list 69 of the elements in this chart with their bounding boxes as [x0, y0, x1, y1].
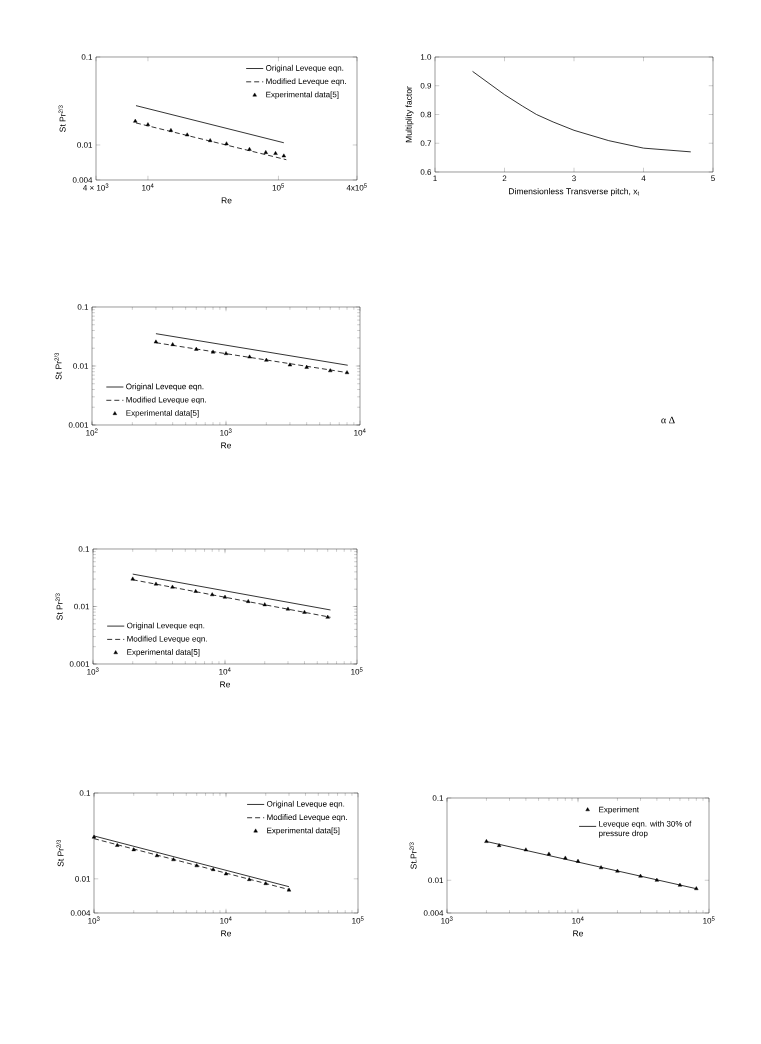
x-axis-title: Re: [573, 930, 584, 937]
x-tick-label: 10$^{3}$: [441, 916, 453, 924]
y-tick-label: 0.6: [420, 169, 432, 175]
x-tick-label: 4: [641, 175, 646, 182]
y-axis-title: Multiplity factor: [405, 86, 414, 143]
y-tick-label: 0.01: [74, 603, 90, 610]
legend-label: Experimental data[5]: [267, 827, 340, 835]
y-axis-title: St Pr$^{2/3}$: [55, 593, 63, 620]
y-axis-title: St Pr$^{2/3}$: [56, 839, 64, 867]
x-tick-label: 10$^{5}$: [352, 916, 364, 924]
x-tick-label: 3: [572, 175, 576, 182]
y-axis-title: St Pr$^{2/3}$: [58, 105, 66, 132]
x-tick-label: 10$^{4}$: [354, 428, 366, 436]
x-tick-label: 10$^{3}$: [220, 428, 232, 436]
x-axis-title: Re: [220, 681, 231, 688]
line-series: [472, 70, 692, 153]
y-tick-label: 0.9: [420, 82, 432, 89]
y-tick-label: 0.7: [420, 140, 432, 147]
legend-label: Modified Leveque eqn.: [266, 78, 346, 86]
y-tick-label: 0.1: [77, 304, 89, 310]
x-tick-label: 10$^{2}$: [86, 428, 98, 436]
legend-label: Experiment: [599, 806, 639, 814]
y-tick-label: 0.001: [69, 661, 90, 667]
x-tick-label: 10$^{4}$: [572, 916, 584, 924]
legend-label: Experimental data[5]: [266, 91, 339, 99]
x-axis-title: Re: [221, 930, 232, 937]
y-tick-label: 0.8: [420, 111, 432, 118]
legend-label: Experimental data[5]: [126, 409, 199, 418]
legend-label: Leveque eqn. with 30% of pressure drop: [599, 820, 692, 838]
y-tick-label: 0.01: [428, 877, 444, 884]
y-tick-label: 0.004: [72, 177, 93, 183]
legend-label: Original Leveque eqn.: [266, 800, 345, 809]
legend-label: Experimental data[5]: [127, 649, 200, 657]
x-tick-label: 10$^{5}$: [272, 183, 285, 191]
x-tick-label: 1: [433, 175, 437, 182]
y-tick-label: 0.1: [81, 54, 93, 60]
y-tick-label: 1.0: [420, 54, 432, 60]
legend-label: Modified Leveque eqn.: [126, 396, 206, 405]
y-tick-label: 0.1: [79, 790, 91, 796]
x-tick-label: 5: [711, 175, 715, 182]
y-tick-label: 0.1: [432, 795, 444, 801]
legend-label: Original Leveque eqn.: [266, 64, 344, 73]
x-tick-label: 4x10$^{5}$: [346, 183, 367, 191]
x-tick-label: 4 × 10$^{3}$: [83, 183, 109, 191]
legend-label: Modified Leveque eqn.: [127, 635, 207, 644]
legend-label: Original Leveque eqn.: [126, 383, 204, 391]
legend-label: Original Leveque eqn.: [127, 622, 205, 630]
text: α Δ: [661, 416, 675, 424]
x-tick-label: 10$^{5}$: [351, 667, 363, 675]
y-axis-title: St Pr$^{2/3}$: [54, 352, 62, 380]
x-tick-label: 10$^{3}$: [87, 667, 99, 675]
y-tick-label: 0.01: [77, 142, 93, 148]
y-tick-label: 0.01: [75, 876, 91, 882]
y-tick-label: 0.001: [68, 422, 89, 428]
x-axis-title: Re: [221, 442, 232, 449]
x-tick-label: 10$^{4}$: [220, 916, 232, 924]
y-tick-label: 0.01: [73, 363, 89, 369]
x-tick-label: 10$^{4}$: [142, 183, 154, 191]
y-tick-label: 0.004: [423, 910, 444, 916]
y-axis-title: St.Pr$^{2/3}$: [409, 842, 417, 869]
x-tick-label: 10$^{4}$: [219, 667, 231, 675]
x-tick-label: 2: [502, 175, 507, 182]
x-tick-label: 10$^{5}$: [703, 916, 715, 924]
x-axis-title: Re: [221, 197, 232, 204]
x-tick-label: 10$^{3}$: [88, 916, 100, 924]
y-tick-label: 0.004: [70, 910, 91, 916]
legend-label: Modified Leveque eqn.: [267, 814, 347, 822]
x-axis-title: Dimensionless Transverse pitch, x$_{t}$: [509, 188, 640, 196]
y-tick-label: 0.1: [78, 546, 90, 552]
